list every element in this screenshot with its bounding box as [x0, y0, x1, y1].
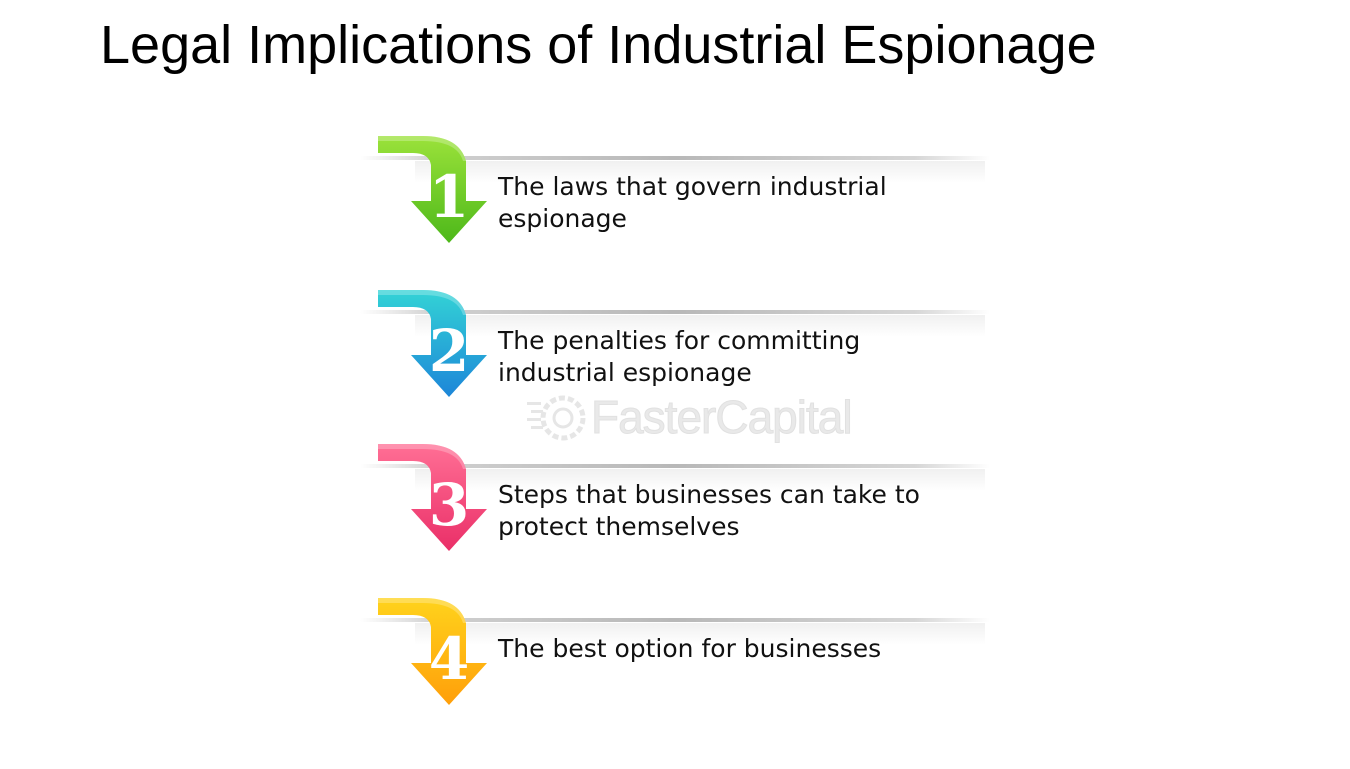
step-1-label: The laws that govern industrial espionag…: [498, 172, 887, 233]
step-4-arrow-icon: 4: [378, 598, 487, 705]
divider-line: [360, 464, 990, 468]
step-2-label: The penalties for committing industrial …: [498, 326, 861, 387]
watermark-text: FasterCapital: [591, 391, 854, 444]
step-3-arrow-icon: 3: [378, 444, 487, 551]
divider-line: [360, 618, 990, 622]
watermark: FasterCapital: [527, 388, 897, 448]
step-4: 4 The best option for businesses: [355, 595, 995, 725]
step-1-number: 1: [429, 163, 469, 231]
page-title: Legal Implications of Industrial Espiona…: [100, 15, 1097, 75]
step-3-number: 3: [429, 471, 469, 539]
divider-line: [360, 310, 990, 314]
step-2-number: 2: [429, 317, 469, 385]
step-2: 2 The penalties for committing industria…: [355, 287, 995, 417]
step-2-arrow-icon: 2: [378, 290, 487, 397]
step-1: 1 The laws that govern industrial espion…: [355, 133, 995, 263]
step-3: 3 Steps that businesses can take to prot…: [355, 441, 995, 571]
step-4-number: 4: [429, 625, 469, 693]
step-4-label: The best option for businesses: [498, 634, 882, 663]
divider-line: [360, 156, 990, 160]
step-1-arrow-icon: 1: [378, 136, 487, 243]
step-3-label: Steps that businesses can take to protec…: [498, 480, 920, 541]
gear-icon: [527, 395, 586, 441]
